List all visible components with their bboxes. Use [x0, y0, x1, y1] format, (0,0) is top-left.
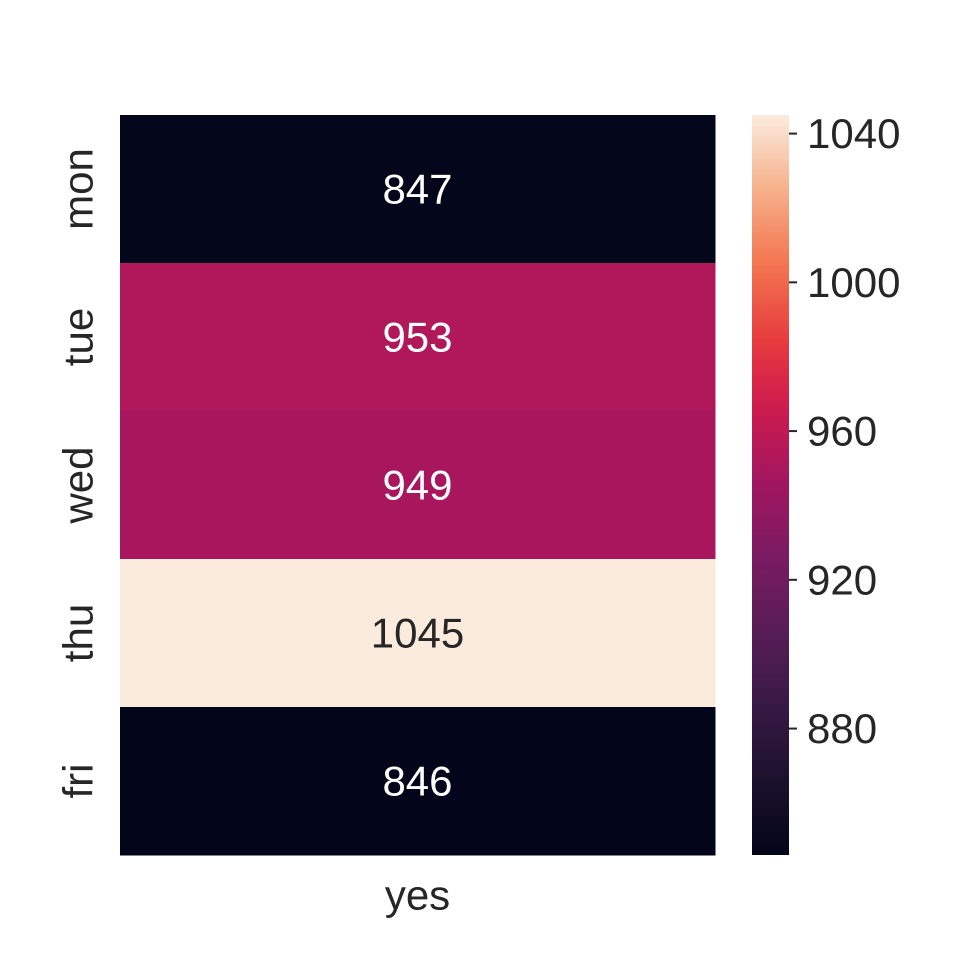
y-tick-label-thu: thu: [55, 604, 102, 662]
y-tick-labels: mon tue wed thu fri: [55, 148, 102, 798]
colorbar: 880 920 960 1000 1040: [752, 110, 900, 855]
colorbar-tick-label-920: 920: [807, 556, 877, 603]
y-tick-label-fri: fri: [55, 764, 102, 799]
heatmap-cell-tue-yes: [120, 263, 716, 412]
heatmap-annotations: 847 953 949 1045 846: [371, 166, 464, 805]
y-tick-label-mon: mon: [55, 148, 102, 230]
heatmap-cell-mon-yes: [120, 115, 716, 264]
x-tick-labels: yes: [385, 872, 450, 919]
heatmap-cell-thu-yes: [120, 559, 716, 708]
colorbar-tick-label-1000: 1000: [807, 259, 900, 306]
heatmap-cell-fri-yes: [120, 707, 716, 856]
colorbar-tick-label-1040: 1040: [807, 110, 900, 157]
colorbar-tick-label-880: 880: [807, 705, 877, 752]
cell-annotation-fri: 846: [382, 758, 452, 805]
cell-annotation-tue: 953: [382, 314, 452, 361]
heatmap-cell-wed-yes: [120, 411, 716, 560]
y-tick-label-wed: wed: [55, 446, 102, 524]
colorbar-gradient: [752, 115, 789, 855]
heatmap-cells: [120, 115, 716, 856]
cell-annotation-mon: 847: [382, 166, 452, 213]
x-tick-label-yes: yes: [385, 872, 450, 919]
colorbar-tick-label-960: 960: [807, 408, 877, 455]
cell-annotation-thu: 1045: [371, 610, 464, 657]
y-tick-label-tue: tue: [55, 308, 102, 366]
cell-annotation-wed: 949: [382, 462, 452, 509]
